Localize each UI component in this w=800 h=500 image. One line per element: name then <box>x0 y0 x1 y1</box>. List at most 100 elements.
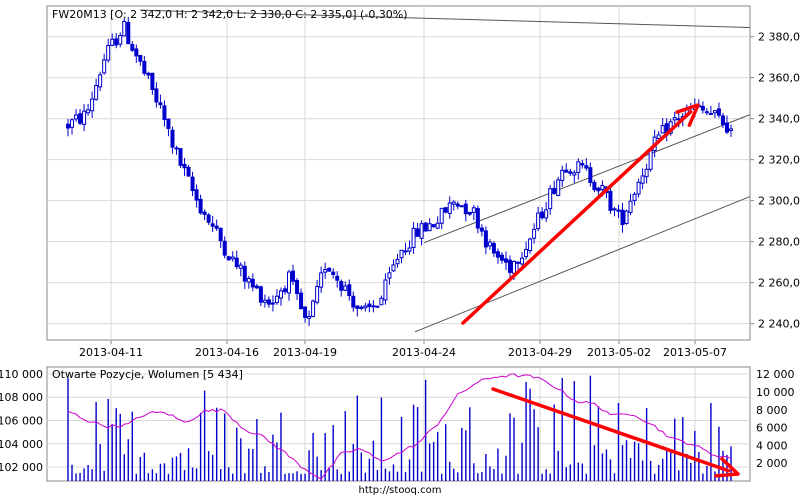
candle-body <box>568 171 573 174</box>
candle-body <box>512 260 517 274</box>
candle-body <box>94 85 99 100</box>
candle-body <box>435 222 440 229</box>
up-arrow-annotation <box>461 103 700 325</box>
candle-body <box>383 279 388 301</box>
candle-body <box>600 185 605 191</box>
candle-body <box>423 222 428 232</box>
candle-body <box>162 105 167 120</box>
date-tick-label: 2013-04-16 <box>195 346 259 359</box>
candle-body <box>672 117 677 121</box>
resistance-line <box>139 9 751 29</box>
candle-body <box>230 256 235 260</box>
date-tick-label: 2013-04-19 <box>273 346 337 359</box>
candle-body <box>190 176 195 192</box>
candle-body <box>347 284 352 297</box>
candle-body <box>640 175 645 184</box>
candle-body <box>419 223 424 239</box>
candle-body <box>70 119 75 128</box>
candle-body <box>544 209 549 219</box>
candle-body <box>134 48 139 57</box>
candle-body <box>218 227 223 242</box>
candle-body <box>403 250 408 253</box>
candle-body <box>660 125 665 134</box>
candle-body <box>295 280 300 295</box>
up-arrow-head <box>675 103 700 127</box>
volume-chart-title: Otwarte Pozycje, Wolumen [5 434] <box>52 368 243 381</box>
candle-body <box>451 201 456 205</box>
candle-body <box>282 288 287 293</box>
candle-body <box>427 223 432 232</box>
candle-body <box>343 285 348 291</box>
candle-body <box>242 265 247 282</box>
open-interest-tick-label: 110 000 <box>0 368 43 381</box>
candle-body <box>508 259 512 273</box>
volume-tick-label: 10 000 <box>756 386 795 399</box>
channel-lower-line <box>414 196 751 333</box>
candle-body <box>214 225 219 229</box>
candle-body <box>182 163 187 169</box>
candle-body <box>367 303 372 308</box>
candle-body <box>166 118 171 130</box>
open-interest-tick-label: 108 000 <box>0 391 43 404</box>
candle-body <box>712 110 717 114</box>
candle-body <box>443 207 448 213</box>
candle-body <box>704 111 709 114</box>
price-tick-label: 2 340,0 <box>758 113 800 126</box>
candle-body <box>379 297 384 306</box>
down-arrow-head <box>714 457 740 478</box>
price-chart-title: FW20M13 [O: 2 342,0 H: 2 342,0 L: 2 330,… <box>52 8 408 21</box>
candle-body <box>648 150 653 170</box>
candle-body <box>455 203 460 207</box>
candle-body <box>576 161 581 173</box>
candle-body <box>311 300 316 317</box>
candle-body <box>178 148 183 166</box>
candle-body <box>487 241 492 247</box>
candle-body <box>66 123 70 129</box>
candle-body <box>491 243 496 254</box>
candle-body <box>716 108 721 116</box>
candle-body <box>339 280 344 291</box>
candle-body <box>495 251 500 258</box>
candle-body <box>620 209 625 226</box>
candle-body <box>335 275 340 281</box>
candle-body <box>186 166 191 177</box>
candle-body <box>266 299 271 305</box>
candle-body <box>206 214 211 223</box>
price-tick-label: 2 300,0 <box>758 195 800 208</box>
volume-panel: 102 000 104 000 106 000 108 000 110 000 2 00… <box>0 366 795 482</box>
candle-body <box>503 258 508 263</box>
candle-body <box>303 306 308 318</box>
price-tick-label: 2 240,0 <box>758 318 800 331</box>
candle-body <box>564 169 569 173</box>
volume-tick-label: 12 000 <box>756 368 795 381</box>
candle-body <box>82 110 87 125</box>
candle-body <box>150 72 155 91</box>
source-url[interactable]: http://stooq.com <box>358 485 442 496</box>
candle-body <box>122 20 127 37</box>
candle-body <box>724 122 729 133</box>
candle-body <box>254 285 259 289</box>
date-tick-label: 2013-05-02 <box>587 346 651 359</box>
candle-body <box>262 299 267 303</box>
candle-body <box>467 211 472 215</box>
candle-body <box>479 227 484 232</box>
candle-body <box>548 188 553 210</box>
candle-body <box>359 306 364 309</box>
candle-body <box>142 60 147 74</box>
candle-body <box>246 277 251 283</box>
candle-body <box>528 238 533 252</box>
candle-body <box>126 21 131 45</box>
volume-tick-label: 2 000 <box>756 457 788 470</box>
down-arrow-annotation <box>491 387 740 478</box>
price-axis-labels: 2 240,0 2 260,0 2 280,0 2 300,0 2 320,0 2 340… <box>758 31 800 331</box>
candle-body <box>700 105 705 111</box>
candle-body <box>327 267 332 272</box>
price-tick-label: 2 360,0 <box>758 72 800 85</box>
candle-body <box>636 181 641 195</box>
candle-body <box>520 257 525 265</box>
candle-body <box>170 129 175 148</box>
up-arrow-shaft <box>461 110 693 325</box>
candle-body <box>459 205 464 208</box>
candle-body <box>540 211 545 219</box>
